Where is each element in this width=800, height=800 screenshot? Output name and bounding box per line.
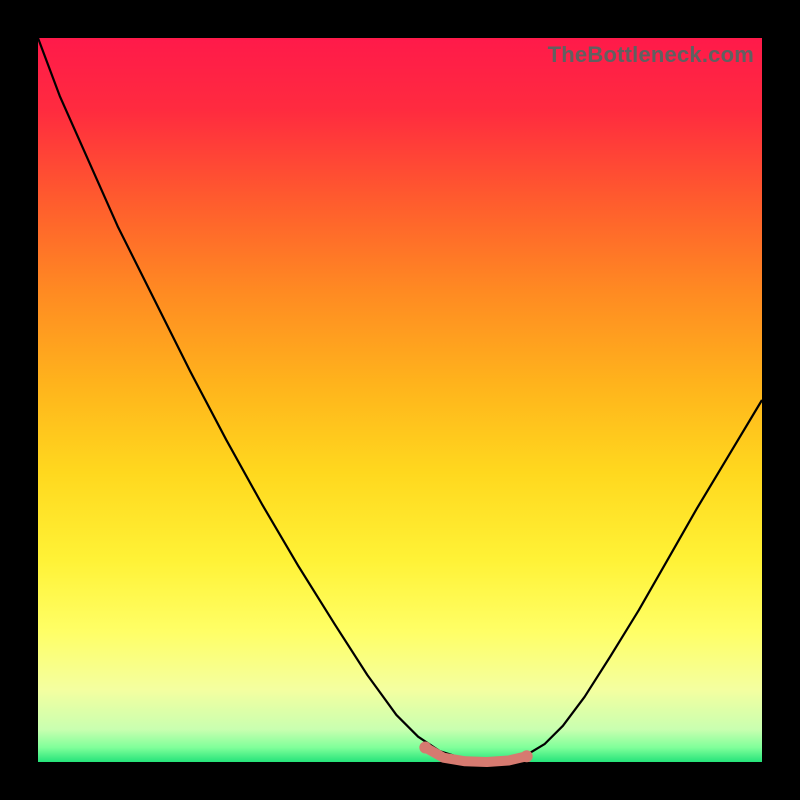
minimum-highlight: [38, 38, 762, 762]
watermark-label: TheBottleneck.com: [548, 42, 754, 68]
plot-area: [38, 38, 762, 762]
chart-frame: TheBottleneck.com: [0, 0, 800, 800]
